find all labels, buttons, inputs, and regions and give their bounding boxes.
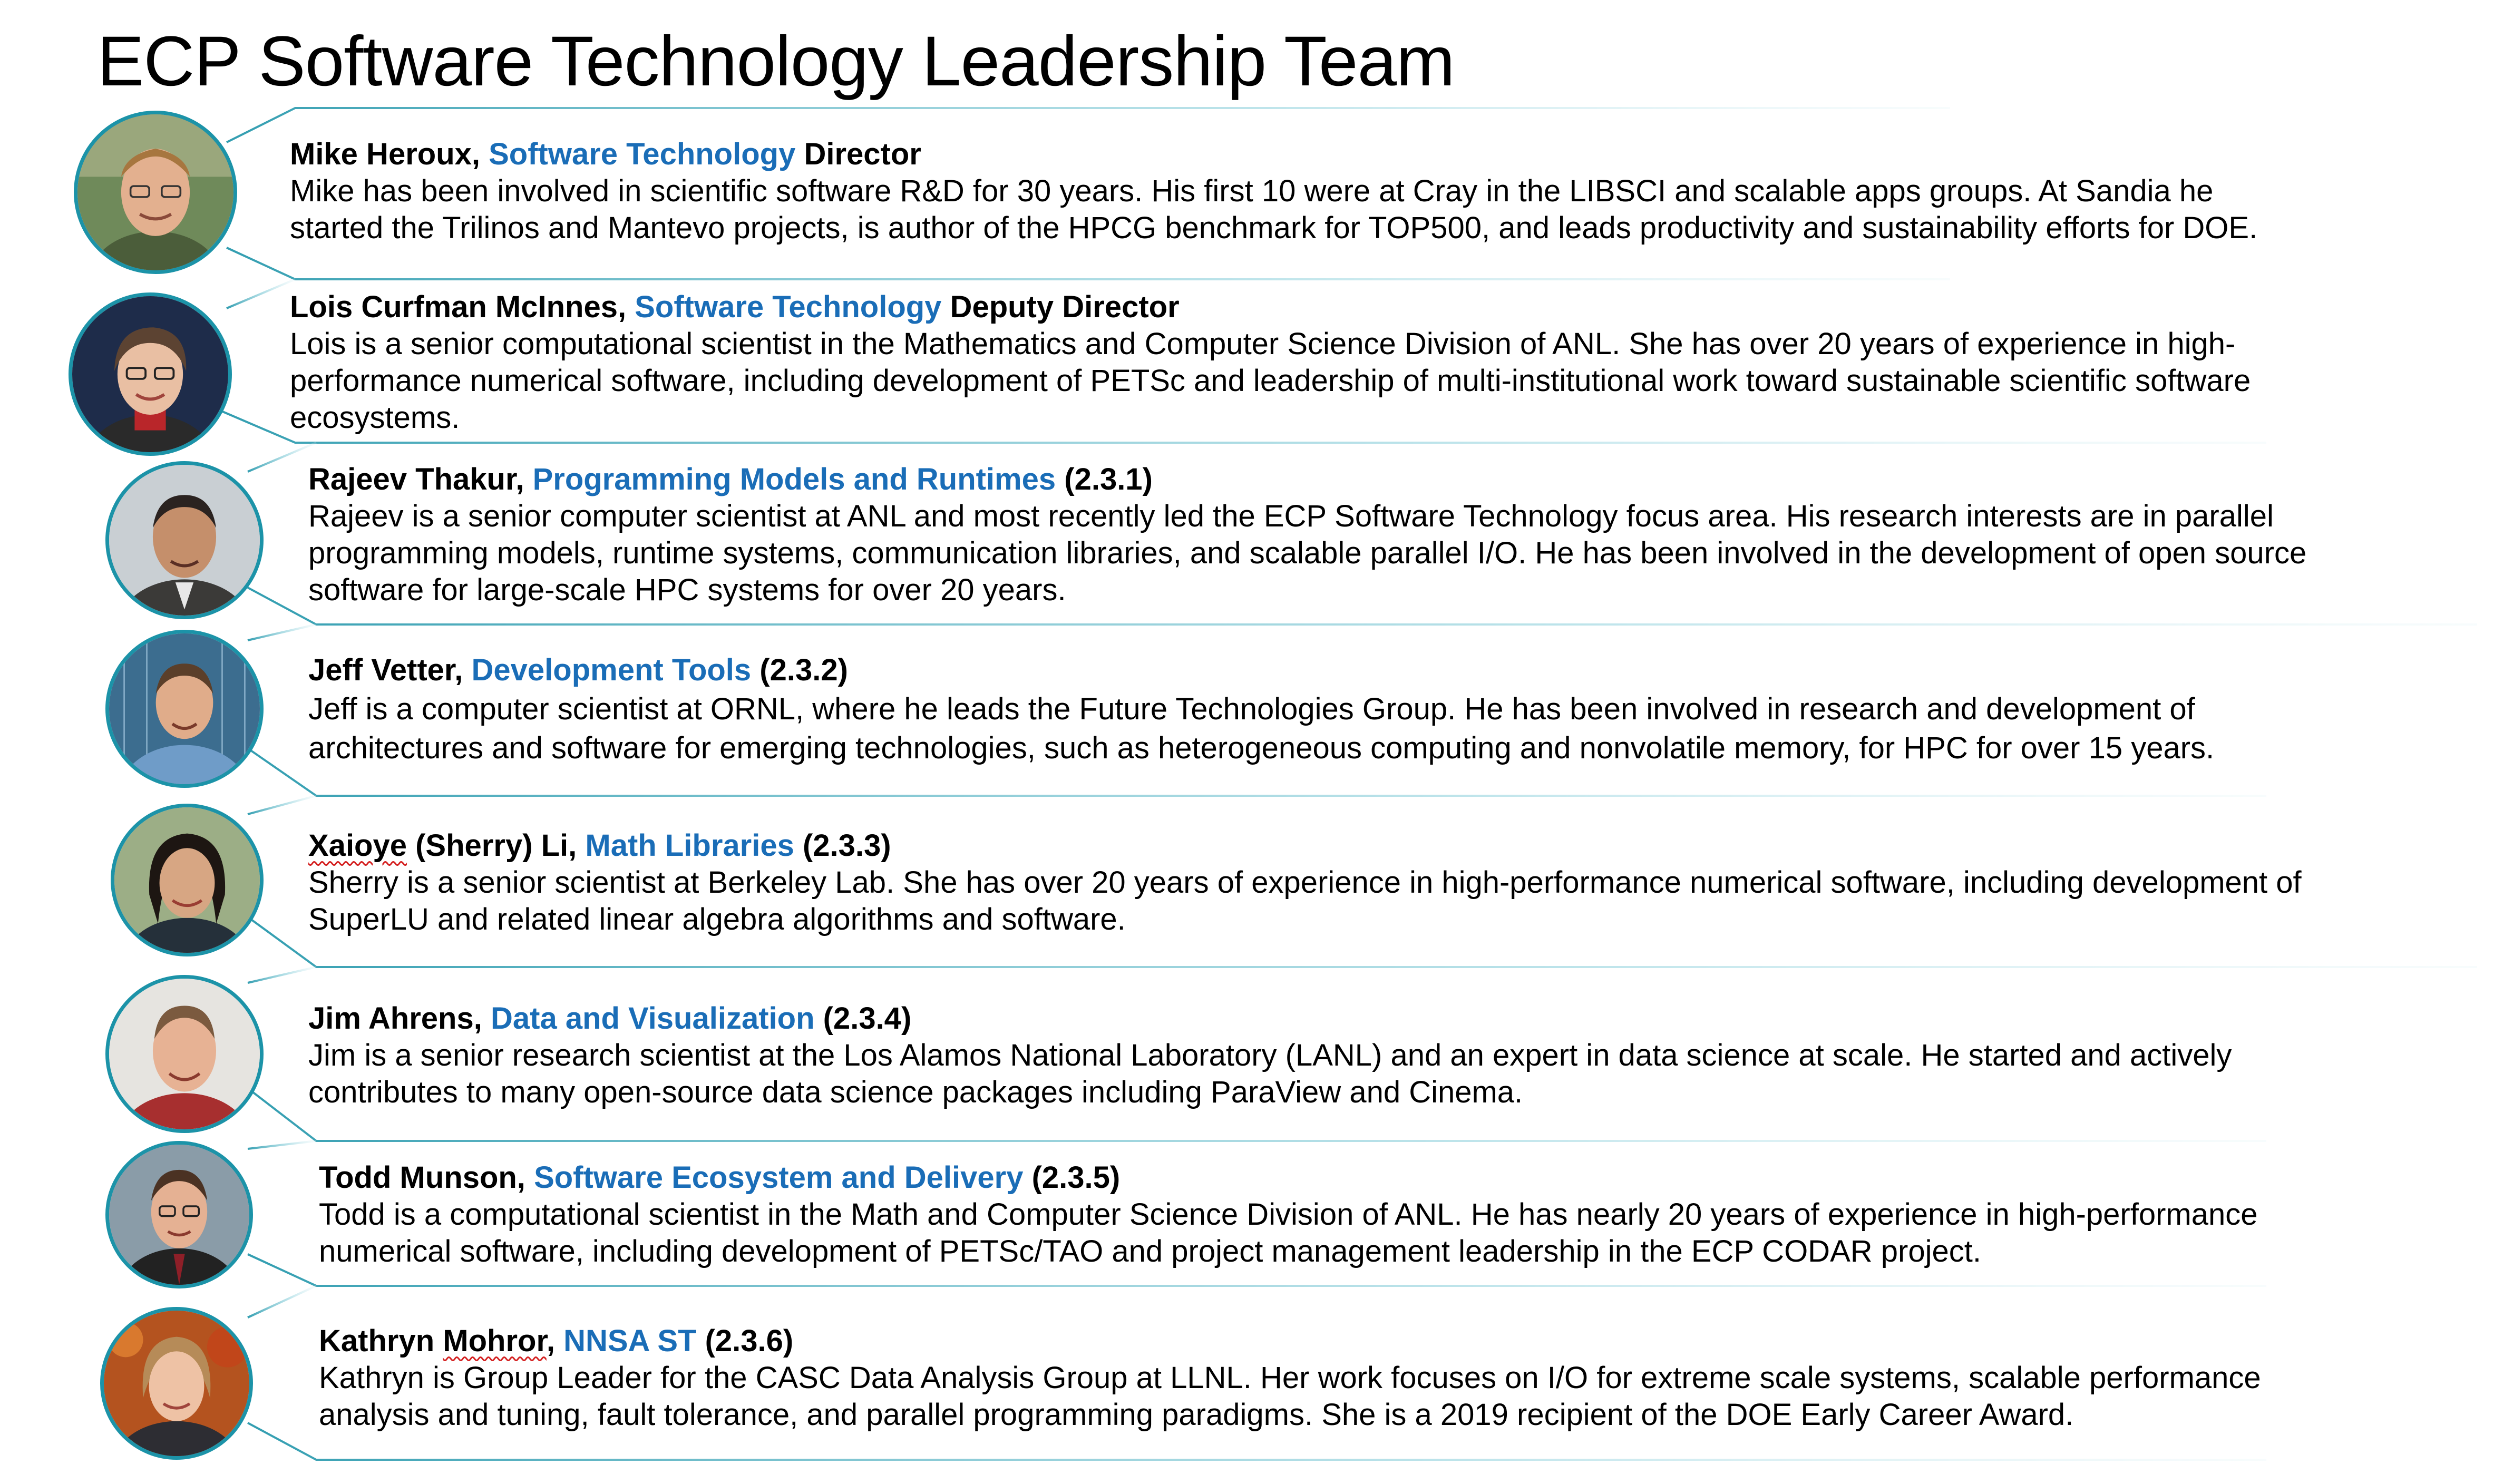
portrait-icon: [109, 1145, 249, 1285]
portrait-icon: [104, 1311, 249, 1456]
bio-line: contributes to many open-source data sci…: [308, 1075, 1523, 1109]
member-role-suffix: (2.3.4): [814, 1001, 912, 1036]
member-role-suffix: (2.3.5): [1023, 1160, 1121, 1195]
member-name: ,: [546, 1324, 555, 1358]
bio-line: software for large-scale HPC systems for…: [308, 573, 1066, 607]
member-heading: Mike Heroux, Software Technology Directo…: [290, 136, 2257, 173]
member-heading: Jeff Vetter, Development Tools (2.3.2): [308, 651, 2214, 690]
portrait-icon: [109, 465, 260, 616]
bio-line: started the Trilinos and Mantevo project…: [290, 211, 2258, 245]
member-role-suffix: Director: [795, 137, 921, 171]
portrait-icon: [77, 114, 233, 270]
member-role-suffix: (2.3.6): [696, 1324, 794, 1358]
bio-line: architectures and software for emerging …: [308, 731, 2215, 765]
avatar-mike-heroux: [74, 111, 237, 274]
portrait-icon: [109, 633, 260, 784]
member-role-link[interactable]: Data and Visualization: [490, 1001, 815, 1036]
member-role-link[interactable]: Software Ecosystem and Delivery: [534, 1160, 1024, 1195]
portrait-icon: [114, 807, 260, 953]
bio-line: performance numerical software, includin…: [290, 364, 2251, 398]
member-name: Lois Curfman McInnes,: [290, 290, 627, 324]
member-role-link[interactable]: Development Tools: [471, 653, 752, 687]
portrait-icon: [109, 979, 260, 1129]
member-entry-jim-ahrens: Jim Ahrens, Data and Visualization (2.3.…: [308, 1000, 2232, 1111]
member-entry-mike-heroux: Mike Heroux, Software Technology Directo…: [290, 136, 2257, 247]
member-entry-jeff-vetter: Jeff Vetter, Development Tools (2.3.2) J…: [308, 651, 2214, 768]
bio-line: programming models, runtime systems, com…: [308, 536, 2307, 570]
avatar-jim-ahrens: [105, 975, 264, 1133]
member-name: Jim Ahrens,: [308, 1001, 482, 1036]
member-entry-kathryn-mohror: Kathryn Mohror, NNSA ST (2.3.6) Kathryn …: [319, 1323, 2261, 1433]
avatar-sherry-li: [111, 804, 264, 956]
bio-line: Rajeev is a senior computer scientist at…: [308, 499, 2274, 533]
member-name: Jeff Vetter,: [308, 653, 463, 687]
member-role-suffix: (2.3.1): [1056, 462, 1153, 496]
member-name: (Sherry) Li,: [407, 828, 577, 863]
member-role-link[interactable]: Programming Models and Runtimes: [532, 462, 1056, 496]
bio-line: Sherry is a senior scientist at Berkeley…: [308, 865, 2302, 900]
bio-line: numerical software, including developmen…: [319, 1234, 1981, 1268]
member-role-link[interactable]: Software Technology: [635, 290, 942, 324]
avatar-lois-mcinnes: [69, 292, 232, 456]
avatar-jeff-vetter: [105, 630, 264, 788]
member-heading: Rajeev Thakur, Programming Models and Ru…: [308, 461, 2306, 498]
member-role-link[interactable]: Software Technology: [489, 137, 796, 171]
member-heading: Lois Curfman McInnes, Software Technolog…: [290, 289, 2251, 326]
avatar-rajeev-thakur: [105, 461, 264, 619]
member-heading: Jim Ahrens, Data and Visualization (2.3.…: [308, 1000, 2232, 1037]
bio-line: ecosystems.: [290, 401, 460, 435]
member-name: Rajeev Thakur,: [308, 462, 524, 496]
bio-line: Todd is a computational scientist in the…: [319, 1197, 2258, 1232]
bio-line: Jim is a senior research scientist at th…: [308, 1038, 2232, 1072]
member-heading: Kathryn Mohror, NNSA ST (2.3.6): [319, 1323, 2261, 1360]
member-name-first: Kathryn: [319, 1324, 435, 1358]
member-name-last: Mohror: [443, 1324, 547, 1358]
member-role-suffix: (2.3.2): [751, 653, 848, 687]
member-role-suffix: (2.3.3): [794, 828, 891, 863]
avatar-kathryn-mohror: [100, 1307, 253, 1460]
member-name-first: Xaioye: [308, 828, 407, 863]
bio-line: SuperLU and related linear algebra algor…: [308, 902, 1126, 936]
member-entry-sherry-li: Xaioye (Sherry) Li, Math Libraries (2.3.…: [308, 827, 2302, 938]
member-entry-rajeev-thakur: Rajeev Thakur, Programming Models and Ru…: [308, 461, 2306, 609]
bio-line: Jeff is a computer scientist at ORNL, wh…: [308, 692, 2195, 726]
bio-line: Kathryn is Group Leader for the CASC Dat…: [319, 1361, 2261, 1395]
member-name: Todd Munson,: [319, 1160, 525, 1195]
member-heading: Todd Munson, Software Ecosystem and Deli…: [319, 1159, 2258, 1196]
member-role-link[interactable]: NNSA ST: [563, 1324, 697, 1358]
bio-line: Mike has been involved in scientific sof…: [290, 174, 2214, 208]
member-role-link[interactable]: Math Libraries: [585, 828, 794, 863]
member-heading: Xaioye (Sherry) Li, Math Libraries (2.3.…: [308, 827, 2302, 864]
bio-line: analysis and tuning, fault tolerance, an…: [319, 1398, 2074, 1432]
member-name: Mike Heroux,: [290, 137, 480, 171]
member-role-suffix: Deputy Director: [941, 290, 1180, 324]
portrait-icon: [72, 296, 228, 452]
avatar-todd-munson: [105, 1141, 253, 1288]
bio-line: Lois is a senior computational scientist…: [290, 327, 2236, 361]
member-entry-todd-munson: Todd Munson, Software Ecosystem and Deli…: [319, 1159, 2258, 1270]
member-entry-lois-mcinnes: Lois Curfman McInnes, Software Technolog…: [290, 289, 2251, 436]
slide-title: ECP Software Technology Leadership Team: [97, 22, 1455, 101]
